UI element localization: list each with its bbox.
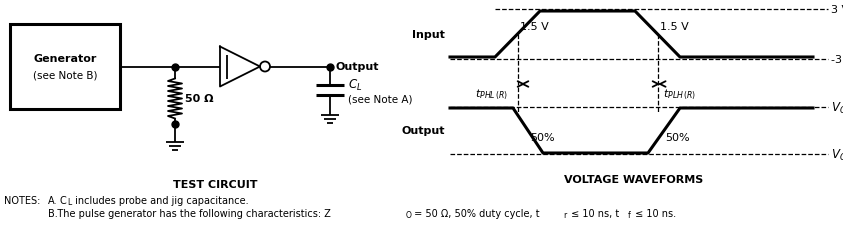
Text: 1.5 V: 1.5 V [660,22,689,32]
Text: $t_{PHL\,(R)}$: $t_{PHL\,(R)}$ [475,88,508,102]
Text: A.: A. [48,195,57,205]
Text: r: r [563,210,566,219]
Text: The pulse generator has the following characteristics: Z: The pulse generator has the following ch… [48,208,330,218]
Bar [10,25,120,110]
Text: Generator: Generator [34,54,97,64]
Text: O: O [406,210,412,219]
Text: 1.5 V: 1.5 V [520,22,549,32]
Text: NOTES:: NOTES: [4,195,40,205]
Text: 50 Ω: 50 Ω [185,94,213,104]
Text: $t_{PLH\,(R)}$: $t_{PLH\,(R)}$ [663,88,696,102]
Text: Output: Output [401,126,445,136]
Text: L: L [67,197,72,206]
Text: f: f [628,210,631,219]
Text: Input: Input [412,30,445,40]
Text: C: C [60,195,67,205]
Text: TEST CIRCUIT: TEST CIRCUIT [173,179,257,189]
Text: VOLTAGE WAVEFORMS: VOLTAGE WAVEFORMS [564,174,704,184]
Text: $V_{OL}$: $V_{OL}$ [831,147,843,162]
Text: -3 V: -3 V [831,55,843,65]
Text: ≤ 10 ns, t: ≤ 10 ns, t [568,208,620,218]
Text: 50%: 50% [665,133,690,143]
Text: 3 V: 3 V [831,5,843,15]
Text: $C_L$: $C_L$ [348,78,362,93]
Text: includes probe and jig capacitance.: includes probe and jig capacitance. [72,195,249,205]
Text: B.: B. [48,208,58,218]
Text: 50%: 50% [530,133,555,143]
Text: (see Note B): (see Note B) [33,70,97,80]
Text: = 50 Ω, 50% duty cycle, t: = 50 Ω, 50% duty cycle, t [411,208,540,218]
Text: ≤ 10 ns.: ≤ 10 ns. [632,208,676,218]
Text: (see Note A): (see Note A) [348,94,412,104]
Text: Output: Output [335,62,379,72]
Text: $V_{OH}$: $V_{OH}$ [831,100,843,115]
